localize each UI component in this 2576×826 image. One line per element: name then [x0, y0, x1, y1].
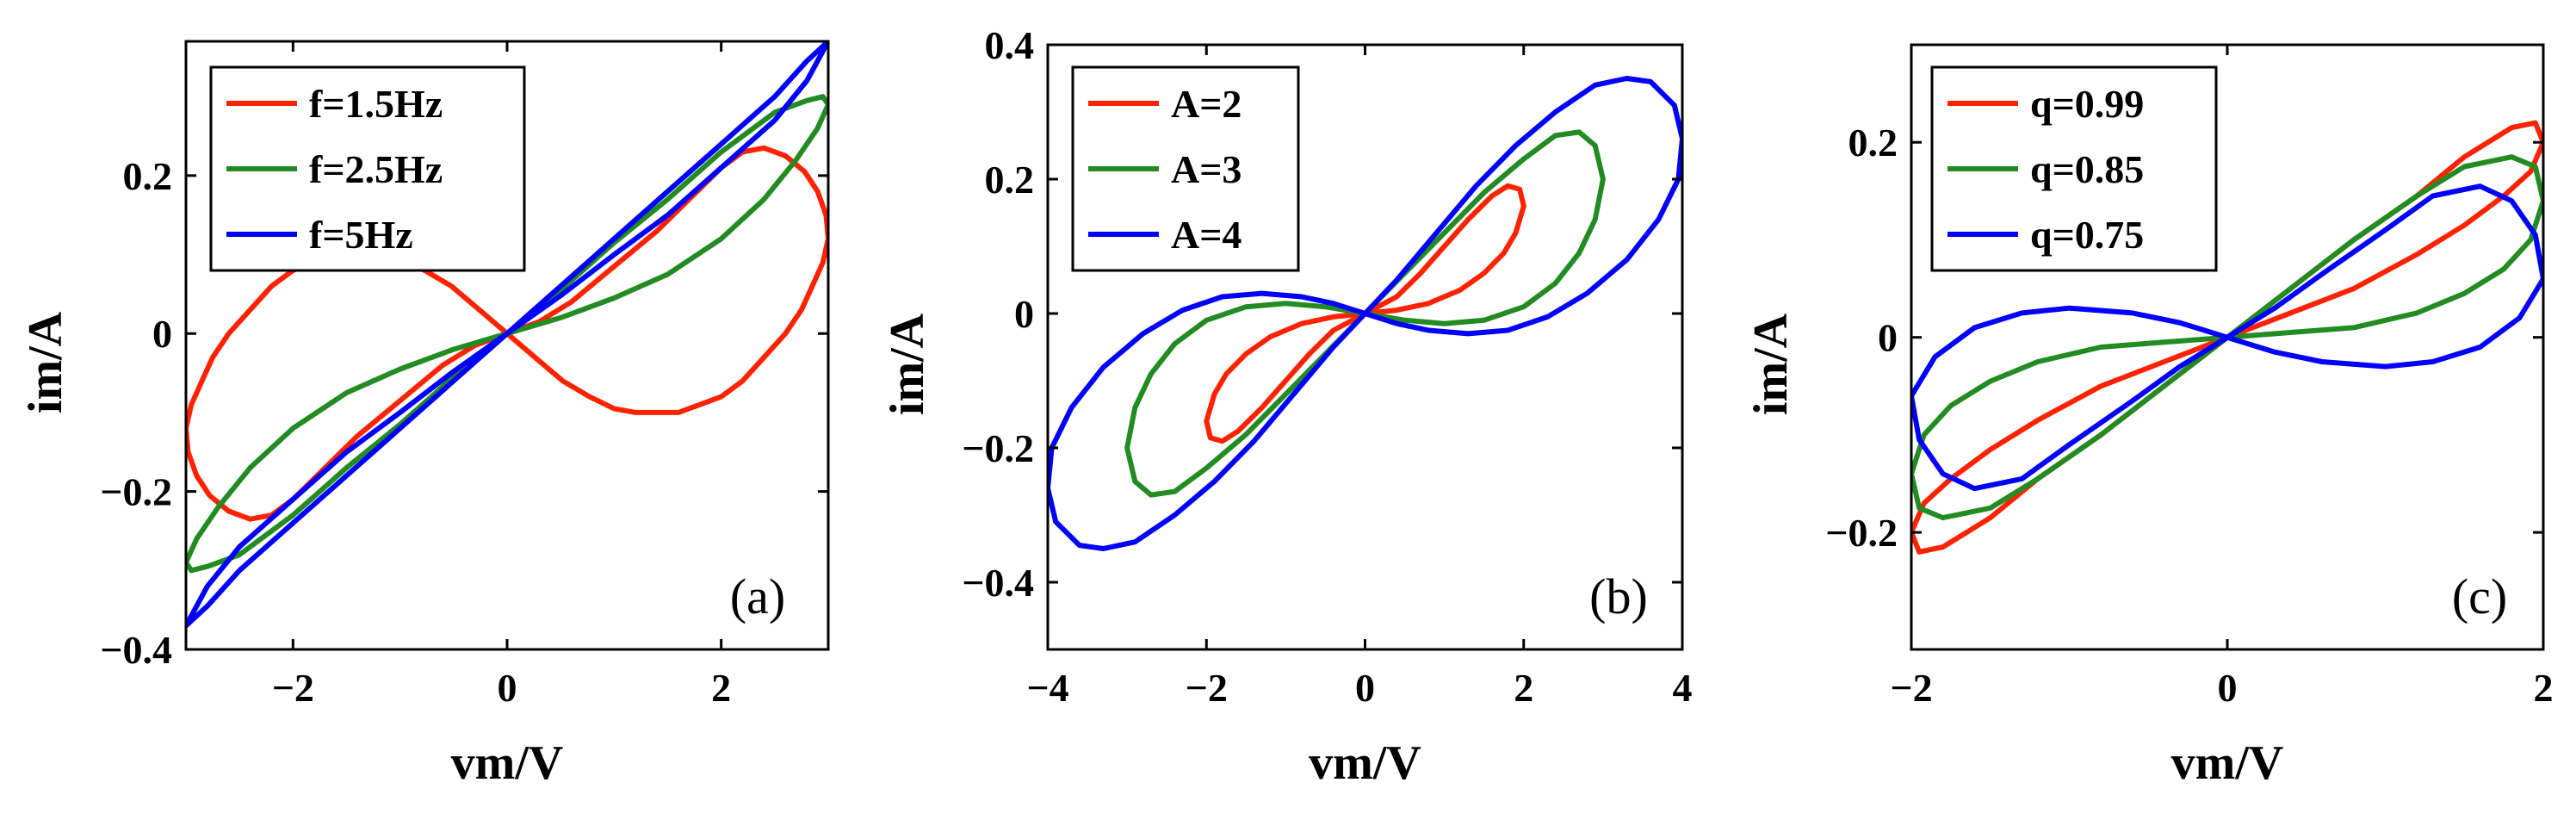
x-tick-label: 2	[1514, 666, 1533, 710]
y-tick-label: 0	[1878, 316, 1898, 360]
x-tick-label: −4	[1026, 666, 1068, 710]
y-tick-label: 0	[152, 312, 172, 356]
y-tick-label: 0.2	[123, 154, 173, 198]
legend-label-2: f=2.5Hz	[309, 147, 443, 191]
y-tick-label: −0.2	[100, 470, 172, 514]
legend-label-1: q=0.99	[2030, 82, 2144, 126]
panel-2: −4 −2 0 2 4 −0.4 −0.2 0 0.2 0.4 vm/V im/A A=2 A=3 A=4 (…	[881, 23, 1693, 790]
y-axis-label: im/A	[881, 313, 934, 415]
legend-label-3: f=5Hz	[309, 213, 413, 257]
panel-1: −2 0 2 −0.4 −0.2 0 0.2 vm/V im/A f=1.5Hz f=2.5Hz f=…	[19, 40, 830, 790]
series-line-3	[1911, 183, 2543, 492]
y-tick-label: 0.4	[985, 23, 1035, 67]
series-group	[1048, 76, 1682, 551]
series-group	[186, 41, 828, 629]
x-tick-label: −2	[1890, 666, 1932, 710]
x-axis-label: vm/V	[451, 736, 564, 790]
x-tick-label: 2	[2534, 666, 2554, 710]
y-tick-label: −0.4	[962, 561, 1034, 605]
series-line-3	[186, 41, 828, 629]
y-tick-label: −0.4	[100, 628, 172, 672]
y-tick-label: −0.2	[962, 426, 1034, 470]
x-tick-label: 2	[711, 666, 731, 710]
x-tick-label: 0	[2218, 666, 2238, 710]
legend-label-3: A=4	[1171, 213, 1242, 257]
x-axis-label: vm/V	[2171, 736, 2284, 790]
x-axis-label: vm/V	[1309, 736, 1421, 790]
panel-label: (c)	[2452, 568, 2507, 624]
y-tick-label: −0.2	[1825, 511, 1898, 555]
panel-3: −2 0 2 −0.2 0 0.2 vm/V im/A q=0.99 q=0.85 q=0.75 (c…	[1744, 43, 2554, 790]
x-tick-label: −2	[1186, 666, 1228, 710]
panel-label: (a)	[730, 568, 785, 624]
y-axis-label: im/A	[19, 311, 72, 413]
legend-label-2: q=0.85	[2030, 147, 2144, 191]
y-tick-label: 0.2	[1848, 121, 1898, 165]
series-line-3	[1048, 76, 1682, 551]
legend-label-1: f=1.5Hz	[309, 82, 443, 126]
y-tick-label: 0	[1014, 292, 1034, 336]
legend-label-1: A=2	[1171, 82, 1242, 126]
y-tick-label: 0.2	[985, 158, 1035, 202]
x-tick-label: −2	[272, 666, 314, 710]
x-tick-label: 4	[1673, 666, 1693, 710]
legend-label-3: q=0.75	[2030, 213, 2144, 257]
x-tick-label: 0	[1355, 666, 1375, 710]
legend-label-2: A=3	[1171, 147, 1242, 191]
series-group	[1911, 120, 2543, 555]
y-axis-label: im/A	[1744, 313, 1798, 415]
panel-label: (b)	[1589, 568, 1648, 624]
x-tick-label: 0	[498, 666, 517, 710]
